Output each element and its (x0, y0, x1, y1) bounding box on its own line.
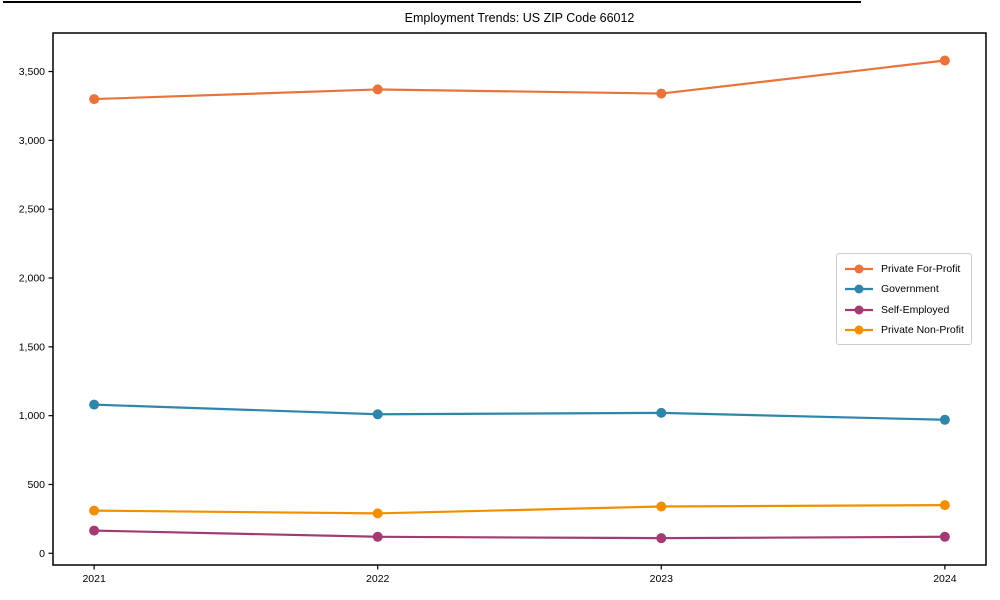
y-tick-label: 500 (27, 479, 45, 491)
x-tick-label: 2021 (82, 573, 106, 585)
legend-label: Government (881, 283, 939, 296)
data-point-self-employed (656, 533, 667, 544)
series-line-private-for-profit (93, 59, 946, 101)
legend-item-private-for-profit: Private For-Profit (844, 259, 964, 279)
data-point-government (656, 407, 667, 418)
legend-label: Self-Employed (881, 303, 950, 316)
y-tick-label: 2,000 (19, 273, 45, 285)
data-point-government (89, 399, 100, 410)
data-point-private-for-profit (372, 84, 383, 95)
data-point-government (939, 414, 950, 425)
legend-label: Private Non-Profit (881, 323, 964, 336)
data-point-self-employed (939, 531, 950, 542)
data-point-self-employed (89, 525, 100, 536)
data-point-private-non-profit (372, 508, 383, 519)
data-point-private-for-profit (89, 94, 100, 105)
legend-marker-icon (845, 305, 873, 315)
data-point-government (372, 409, 383, 420)
chart-title: Employment Trends: US ZIP Code 66012 (404, 11, 635, 25)
y-tick-label: 1,000 (19, 410, 45, 422)
legend-marker-icon (845, 264, 873, 274)
legend-item-self-employed: Self-Employed (844, 300, 964, 320)
legend-item-private-non-profit: Private Non-Profit (844, 320, 964, 340)
y-tick-label: 2,500 (19, 204, 45, 216)
legend-marker-icon (845, 325, 873, 335)
data-point-self-employed (372, 531, 383, 542)
y-tick-label: 3,500 (19, 66, 45, 78)
x-tick-label: 2023 (650, 573, 674, 585)
x-tick-label: 2024 (933, 573, 957, 585)
data-point-private-for-profit (656, 88, 667, 99)
y-tick-label: 3,000 (19, 135, 45, 147)
legend-item-government: Government (844, 279, 964, 299)
plot-frame (52, 32, 987, 566)
series-line-government (93, 403, 946, 421)
window-edge-artifact (3, 1, 861, 3)
x-tick-label: 2022 (366, 573, 390, 585)
legend-marker-icon (845, 284, 873, 294)
data-point-private-non-profit (89, 505, 100, 516)
y-tick-label: 1,500 (19, 341, 45, 353)
legend-box: Private For-Profit Government Self-Employe… (836, 253, 972, 345)
data-point-private-non-profit (656, 501, 667, 512)
legend-label: Private For-Profit (881, 263, 961, 276)
y-tick-label: 0 (39, 548, 45, 560)
series-line-private-non-profit (93, 504, 946, 515)
data-point-private-non-profit (939, 500, 950, 511)
data-point-private-for-profit (939, 55, 950, 66)
series-line-self-employed (93, 529, 946, 540)
